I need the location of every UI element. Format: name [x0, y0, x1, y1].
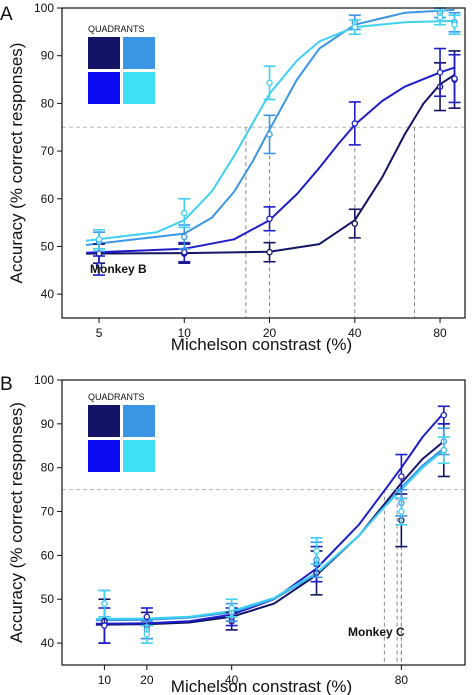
data-point-s2-2 [143, 613, 151, 621]
legend-swatch-4 [123, 72, 155, 104]
x-tick-label: 10 [98, 673, 112, 687]
x-tick-label: 80 [395, 673, 409, 687]
data-point-s1-3 [266, 248, 273, 256]
data-point-s2-3 [266, 215, 273, 223]
data-point-s2-2 [181, 248, 188, 256]
x-tick-label: 20 [140, 673, 154, 687]
data-point-s2-5 [398, 473, 405, 480]
monkey-label: Monkey B [90, 262, 147, 276]
data-point-s4-5 [398, 508, 405, 515]
data-point-s4-4 [313, 547, 320, 555]
y-tick-label: 90 [41, 49, 55, 63]
data-point-s3-2 [181, 233, 188, 241]
data-point-s4-2 [181, 209, 188, 217]
legend-swatch-3 [88, 72, 120, 104]
data-point-s2-5 [436, 69, 444, 76]
y-tick-label: 60 [41, 548, 55, 562]
fit-curve-3 [95, 447, 445, 622]
y-tick-label: 50 [41, 592, 55, 606]
x-tick-label: 40 [348, 326, 362, 340]
legend-title: QUADRANTS [88, 392, 145, 402]
data-point-s4-4 [351, 23, 359, 31]
y-tick-label: 70 [41, 144, 55, 158]
data-point-s4-1 [101, 600, 108, 607]
y-axis-label: Accuracy (% correct responses) [7, 402, 26, 643]
data-point-s2-1 [95, 262, 103, 269]
plot-frame [61, 379, 466, 666]
y-tick-label: 70 [41, 505, 55, 519]
data-point-s4-3 [228, 604, 235, 612]
x-tick-label: 5 [96, 326, 103, 340]
panel-a: 40 50 60 70 80 90 100 5 10 20 40 80 Michelson constr… [0, 1, 466, 354]
y-tick-label: 40 [41, 636, 55, 650]
y-tick-label: 50 [41, 239, 55, 253]
y-tick-label: 60 [41, 192, 55, 206]
fit-curve-4 [95, 449, 445, 620]
legend-swatch-2 [123, 37, 155, 69]
panel-letter: B [0, 374, 13, 395]
data-point-s4-2 [143, 631, 151, 638]
panel-b: 40 50 60 70 80 90 100 10 20 40 80 Michelson constra… [0, 373, 466, 695]
y-tick-label: 80 [41, 96, 55, 110]
fit-curve-1 [86, 73, 456, 255]
y-tick-label: 100 [34, 373, 54, 387]
data-point-s2-6 [440, 411, 448, 419]
y-tick-label: 40 [41, 287, 55, 301]
data-point-s3-3 [266, 131, 273, 138]
legend-title: QUADRANTS [88, 24, 145, 34]
data-point-s2-4 [351, 120, 359, 127]
fit-curve-2 [86, 66, 455, 254]
x-tick-label: 80 [433, 326, 447, 340]
data-point-s2-1 [101, 622, 108, 629]
y-tick-label: 90 [41, 417, 55, 431]
x-tick-label: 40 [225, 673, 239, 687]
data-point-s1-4 [351, 220, 359, 227]
x-tick-label: 20 [263, 326, 277, 340]
y-tick-label: 100 [34, 1, 54, 15]
y-tick-label: 80 [41, 461, 55, 475]
monkey-label: Monkey C [348, 625, 405, 639]
data-point-s4-3 [266, 79, 273, 87]
x-tick-label: 10 [178, 326, 192, 340]
x-axis-label: Michelson constrast (%) [171, 677, 352, 695]
panel-letter: A [0, 4, 13, 25]
legend-swatch-3 [88, 440, 120, 472]
data-point-s4-6 [451, 21, 458, 28]
legend-swatch-1 [88, 405, 120, 437]
y-axis-label: Accuracy (% correct responses) [7, 43, 26, 284]
legend-swatch-1 [88, 37, 120, 69]
data-point-s4-6 [440, 446, 448, 454]
data-point-s4-1 [95, 236, 103, 243]
legend-swatch-4 [123, 440, 155, 472]
legend-swatch-2 [123, 405, 155, 437]
data-point-s4-5 [436, 14, 444, 21]
x-axis-label: Michelson constrast (%) [171, 335, 352, 354]
plot-frame [61, 7, 466, 319]
fit-curve-4 [85, 19, 455, 242]
data-point-s2-6 [451, 75, 458, 82]
